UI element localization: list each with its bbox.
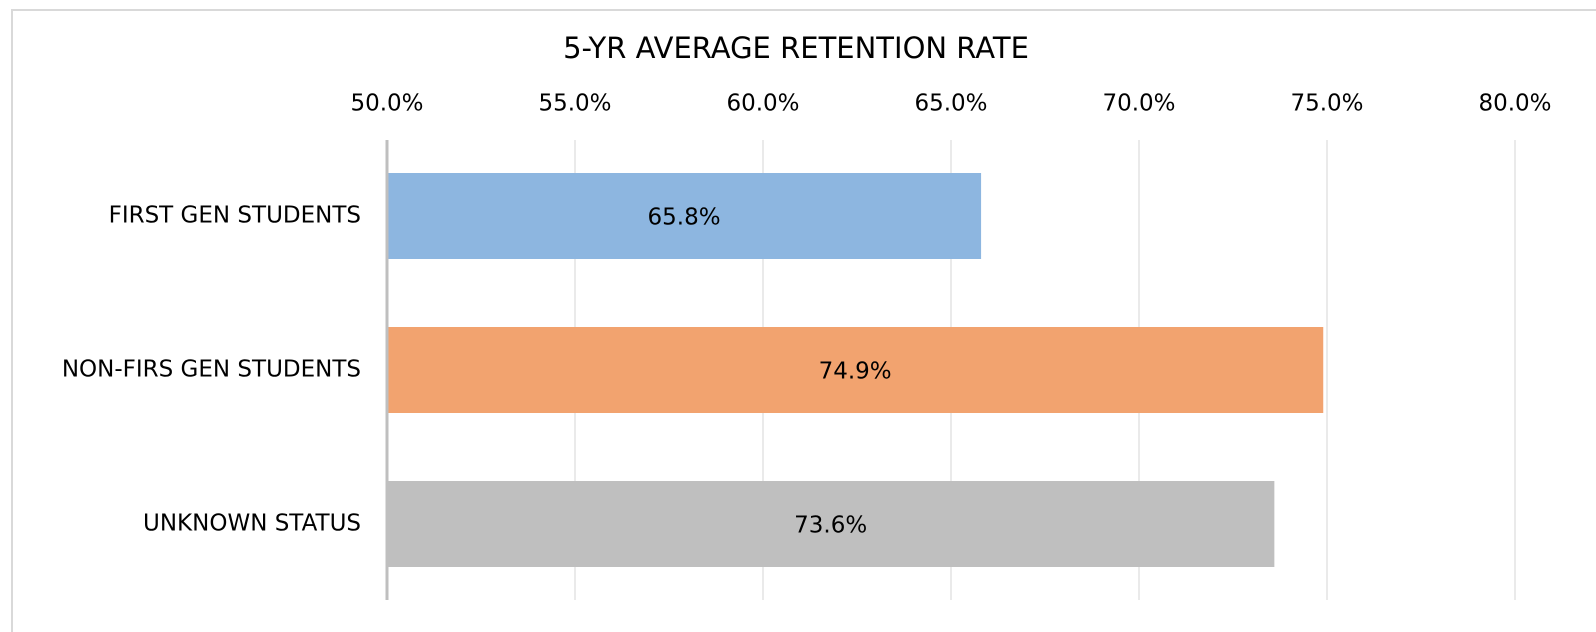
- x-tick-label: 60.0%: [726, 91, 799, 117]
- data-label: 65.8%: [648, 205, 721, 231]
- y-tick-label: FIRST GEN STUDENTS: [109, 203, 361, 229]
- y-tick-label: UNKNOWN STATUS: [143, 511, 361, 537]
- x-tick-label: 50.0%: [350, 91, 423, 117]
- chart-title: 5-YR AVERAGE RETENTION RATE: [563, 31, 1029, 65]
- x-tick-label: 65.0%: [914, 91, 987, 117]
- bar: [387, 327, 1324, 413]
- y-tick-label: NON-FIRS GEN STUDENTS: [62, 357, 361, 383]
- x-tick-label: 70.0%: [1102, 91, 1175, 117]
- bar: [387, 173, 982, 259]
- x-tick-label: 80.0%: [1478, 91, 1551, 117]
- data-label: 74.9%: [819, 359, 892, 385]
- data-label: 73.6%: [794, 513, 867, 539]
- x-tick-label: 75.0%: [1290, 91, 1363, 117]
- bar: [387, 481, 1275, 567]
- x-tick-label: 55.0%: [538, 91, 611, 117]
